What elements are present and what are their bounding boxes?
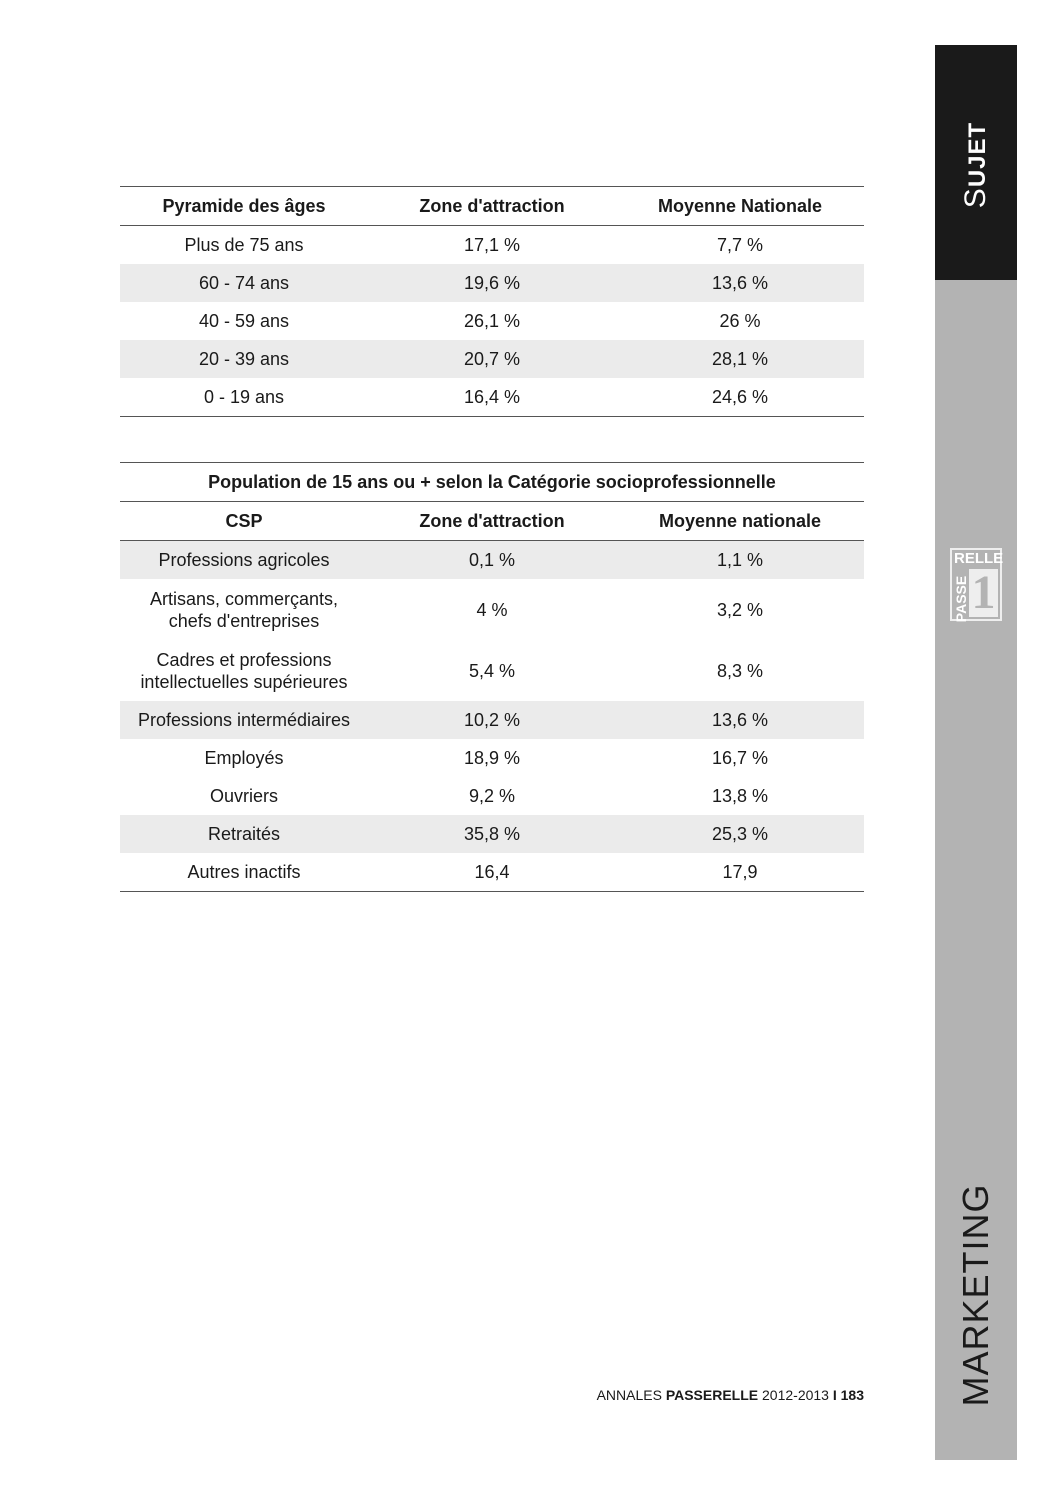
cell: 28,1 %: [616, 340, 864, 378]
cell: 25,3 %: [616, 815, 864, 853]
cell: 0,1 %: [368, 540, 616, 579]
logo-text-top: RELLE: [954, 550, 1004, 567]
cell: Artisans, commerçants, chefs d'entrepris…: [149, 588, 339, 631]
table-row: Employés 18,9 % 16,7 %: [120, 739, 864, 777]
cell: Professions agricoles: [120, 540, 368, 579]
cell: 18,9 %: [463, 748, 521, 768]
cell: 10,2 %: [368, 701, 616, 739]
table-header-row: Pyramide des âges Zone d'attraction Moye…: [120, 187, 864, 226]
column-header: Zone d'attraction: [419, 196, 565, 216]
table-row: 0 - 19 ans 16,4 % 24,6 %: [120, 378, 864, 417]
table-row: Cadres et professions intellectuelles su…: [120, 640, 864, 701]
table-row: 20 - 39 ans 20,7 % 28,1 %: [120, 340, 864, 378]
cell: 13,8 %: [711, 786, 769, 806]
table-title: Population de 15 ans ou + selon la Catég…: [208, 472, 776, 492]
table-title-row: Population de 15 ans ou + selon la Catég…: [120, 463, 864, 502]
table-row: 60 - 74 ans 19,6 % 13,6 %: [120, 264, 864, 302]
logo-number: 1: [969, 569, 998, 617]
sujet-label: SUJET: [959, 122, 993, 208]
cell: 20,7 %: [368, 340, 616, 378]
cell: Professions intermédiaires: [120, 701, 368, 739]
cell: 26 %: [719, 311, 761, 331]
cell: 9,2 %: [468, 786, 516, 806]
cell: 16,7 %: [711, 748, 769, 768]
table-row: Professions intermédiaires 10,2 % 13,6 %: [120, 701, 864, 739]
table-row: Artisans, commerçants, chefs d'entrepris…: [120, 579, 864, 640]
cell: Cadres et professions intellectuelles su…: [140, 649, 348, 692]
cell: 40 - 59 ans: [198, 311, 290, 331]
table-row: Plus de 75 ans 17,1 % 7,7 %: [120, 226, 864, 265]
column-header: Moyenne Nationale: [657, 196, 823, 216]
cell: 24,6 %: [711, 387, 769, 407]
page-number: 183: [840, 1387, 864, 1403]
cell: 26,1 %: [463, 311, 521, 331]
sidebar-section-band: [935, 280, 1017, 1460]
cell: 13,6 %: [616, 701, 864, 739]
cell: 60 - 74 ans: [120, 264, 368, 302]
csp-table: Population de 15 ans ou + selon la Catég…: [120, 462, 864, 892]
cell: 3,2 %: [716, 599, 764, 620]
cell: 7,7 %: [716, 235, 764, 255]
cell: 5,4 %: [468, 660, 516, 681]
column-header: Zone d'attraction: [419, 511, 565, 531]
sujet-initial: S: [959, 187, 992, 209]
cell: 0 - 19 ans: [203, 387, 285, 407]
table-row: Retraités 35,8 % 25,3 %: [120, 815, 864, 853]
column-header: Moyenne nationale: [658, 511, 822, 531]
table-row: 40 - 59 ans 26,1 % 26 %: [120, 302, 864, 340]
cell: 19,6 %: [368, 264, 616, 302]
cell: 20 - 39 ans: [120, 340, 368, 378]
cell: 16,4 %: [463, 387, 521, 407]
table-row: Autres inactifs 16,4 17,9: [120, 853, 864, 892]
cell: Autres inactifs: [187, 862, 301, 882]
footer-prefix: ANNALES: [596, 1387, 662, 1403]
section-label: MARKETING: [955, 1183, 996, 1407]
cell: Ouvriers: [209, 786, 278, 806]
table-row: Ouvriers 9,2 % 13,8 %: [120, 777, 864, 815]
cell: 4 %: [476, 599, 508, 620]
logo-text-side: PASSE: [953, 575, 970, 623]
cell: 17,9: [722, 862, 758, 882]
cell: Retraités: [120, 815, 368, 853]
cell: 35,8 %: [368, 815, 616, 853]
passerelle-logo: RELLE PASSE 1: [950, 548, 1004, 623]
age-pyramid-table: Pyramide des âges Zone d'attraction Moye…: [120, 186, 864, 417]
column-header: CSP: [225, 511, 263, 531]
footer-separator: I: [832, 1387, 837, 1403]
page-footer: ANNALES PASSERELLE 2012-2013 I 183: [597, 1387, 864, 1403]
cell: 13,6 %: [616, 264, 864, 302]
cell: Plus de 75 ans: [184, 235, 304, 255]
cell: Employés: [204, 748, 284, 768]
table-row: Professions agricoles 0,1 % 1,1 %: [120, 540, 864, 579]
footer-brand: PASSERELLE: [665, 1387, 759, 1403]
sujet-rest: UJET: [964, 121, 991, 188]
table-header-row: CSP Zone d'attraction Moyenne nationale: [120, 502, 864, 541]
footer-years: 2012-2013: [762, 1387, 829, 1403]
sidebar-sujet-tab: [935, 45, 1017, 280]
cell: 16,4: [474, 862, 510, 882]
cell: 8,3 %: [716, 660, 764, 681]
cell: 17,1 %: [463, 235, 521, 255]
cell: 1,1 %: [616, 540, 864, 579]
column-header: Pyramide des âges: [162, 196, 326, 216]
